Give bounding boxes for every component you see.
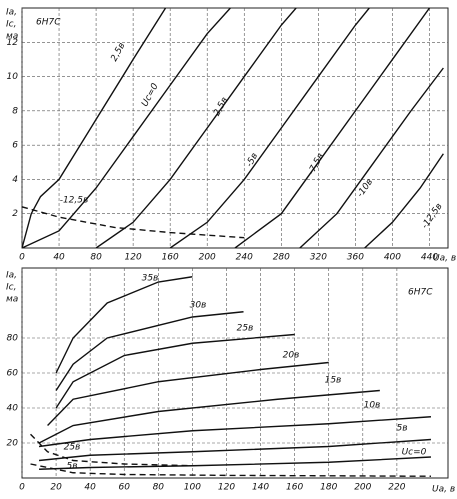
- curve-label: 25в: [64, 443, 81, 453]
- curve-label: 30в: [190, 301, 207, 311]
- x-tick-label: 100: [184, 483, 201, 493]
- y-tick-label: 80: [7, 334, 19, 344]
- curve-label: 5в: [396, 424, 407, 434]
- x-tick-label: 200: [354, 483, 371, 493]
- curve: [55, 311, 244, 391]
- curve: [38, 416, 432, 448]
- curve: [39, 456, 431, 470]
- x-tick-label: 180: [320, 483, 337, 493]
- curve: [55, 276, 193, 374]
- curve-label: 20в: [283, 351, 300, 361]
- x-tick-label: 60: [119, 483, 131, 493]
- curve: [22, 206, 245, 239]
- curve-label: -10в: [356, 177, 376, 199]
- x-tick-label: 240: [236, 253, 253, 263]
- chart-title: 6Н7С: [36, 18, 61, 28]
- curve-label: 2,5в: [109, 41, 127, 63]
- x-tick-label: 360: [347, 253, 364, 263]
- y-tick-label: 40: [7, 404, 19, 414]
- y-axis-label: ма: [6, 295, 18, 305]
- curve-label: -12,5в: [420, 202, 445, 231]
- x-tick-label: 120: [125, 253, 142, 263]
- x-tick-label: 20: [50, 483, 62, 493]
- y-tick-label: 10: [7, 72, 19, 82]
- x-axis-label: Uа, в: [433, 254, 456, 264]
- x-tick-label: 0: [19, 253, 25, 263]
- curve-label: Uс=0: [402, 448, 427, 458]
- curve: [364, 153, 444, 248]
- y-axis-label: ма: [6, 32, 18, 42]
- curve: [234, 8, 431, 248]
- x-tick-label: 160: [286, 483, 303, 493]
- x-tick-label: 80: [153, 483, 165, 493]
- y-tick-label: 12: [7, 38, 19, 48]
- curve: [22, 8, 167, 248]
- x-tick-label: 40: [84, 483, 96, 493]
- y-axis-label: Iа,: [6, 8, 17, 18]
- y-tick-label: 6: [12, 141, 18, 151]
- curve-label: -5в: [245, 152, 261, 169]
- y-tick-label: 20: [7, 439, 19, 449]
- x-tick-label: 440: [421, 253, 438, 263]
- chart-title: 6Н7С: [408, 288, 433, 298]
- curve: [169, 8, 370, 248]
- x-tick-label: 140: [252, 483, 269, 493]
- y-tick-label: 8: [12, 106, 18, 116]
- y-axis-label: Iс,: [6, 20, 16, 30]
- curve: [38, 438, 432, 462]
- y-tick-label: 60: [7, 369, 19, 379]
- curve: [299, 67, 444, 248]
- curve: [47, 361, 329, 426]
- x-tick-label: 0: [19, 483, 25, 493]
- curve-label: -2,5в: [211, 96, 231, 121]
- x-tick-label: 120: [218, 483, 235, 493]
- y-tick-label: 4: [12, 175, 18, 185]
- plot-frame: [21, 7, 449, 249]
- curve: [95, 8, 297, 248]
- curve: [55, 333, 295, 409]
- x-tick-label: 160: [162, 253, 179, 263]
- curve-label: 10в: [364, 401, 381, 411]
- y-tick-label: 2: [12, 209, 18, 219]
- curve: [22, 8, 231, 248]
- curve-label: 15в: [325, 376, 342, 386]
- curve: [30, 463, 431, 477]
- x-tick-label: 400: [384, 253, 401, 263]
- x-tick-label: 80: [90, 253, 102, 263]
- curve-label: Uс=0: [140, 82, 161, 109]
- x-axis-label: Uа, в: [432, 485, 455, 495]
- curve-label: -7,5в: [307, 152, 327, 177]
- curve: [30, 433, 193, 467]
- curve-label: 5в: [66, 462, 77, 472]
- x-tick-label: 280: [273, 253, 290, 263]
- curve-label: 35в: [142, 274, 159, 284]
- x-tick-label: 320: [310, 253, 327, 263]
- curve-label: -12,5в: [60, 196, 89, 206]
- curve: [38, 389, 380, 444]
- x-tick-label: 40: [53, 253, 65, 263]
- x-tick-label: 200: [199, 253, 216, 263]
- x-tick-label: 220: [388, 483, 405, 493]
- curve-label: 25в: [237, 324, 254, 334]
- y-axis-label: Iс,: [6, 283, 16, 293]
- y-axis-label: Iа,: [6, 271, 17, 281]
